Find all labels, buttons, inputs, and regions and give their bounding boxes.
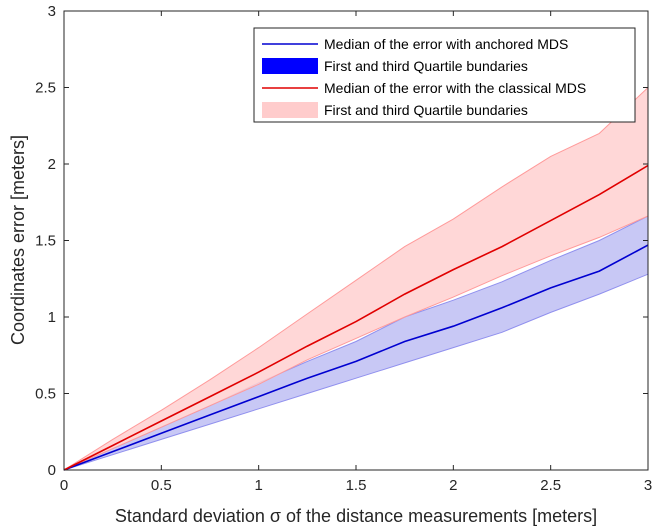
x-axis: 0 0.5 1 1.5 2 2.5 3 [60, 11, 652, 494]
x-tick-label: 1 [254, 477, 262, 494]
y-axis: 0 0.5 1 1.5 2 2.5 3 [35, 3, 648, 479]
legend-label: First and third Quartile bundaries [324, 102, 528, 118]
y-tick-label: 3 [48, 3, 56, 20]
y-tick-label: 2.5 [35, 80, 56, 97]
y-tick-label: 1.5 [35, 233, 56, 250]
legend-label: Median of the error with the classical M… [324, 80, 586, 96]
legend-patch-swatch [262, 58, 318, 74]
x-tick-label: 2.5 [540, 477, 561, 494]
median-line-0 [63, 244, 649, 471]
y-axis-title: Coordinates error [meters] [8, 135, 28, 345]
x-tick-label: 0 [60, 477, 68, 494]
x-axis-title: Standard deviation σ of the distance mea… [115, 506, 597, 526]
legend-label: Median of the error with anchored MDS [324, 36, 568, 52]
x-tick-label: 2 [449, 477, 457, 494]
y-tick-label: 1 [48, 309, 56, 326]
median-line-2 [63, 164, 649, 471]
y-tick-label: 2 [48, 156, 56, 173]
legend: Median of the error with anchored MDS Fir… [253, 27, 636, 123]
y-tick-label: 0 [48, 462, 56, 479]
median-lines [63, 164, 649, 471]
x-tick-label: 0.5 [151, 477, 172, 494]
legend-label: First and third Quartile bundaries [324, 58, 528, 74]
x-tick-label: 3 [644, 477, 652, 494]
y-tick-label: 0.5 [35, 386, 56, 403]
legend-patch-swatch [262, 102, 318, 118]
x-tick-label: 1.5 [346, 477, 367, 494]
